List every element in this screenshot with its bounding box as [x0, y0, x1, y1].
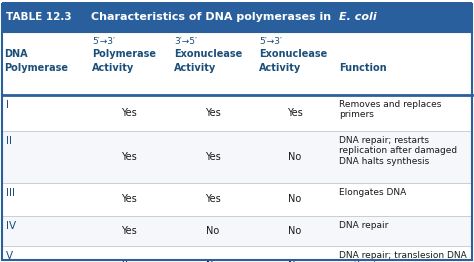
Bar [2, 95, 472, 131]
Text: E. coli: E. coli [339, 12, 377, 22]
Text: I: I [6, 100, 9, 110]
Text: V: V [6, 251, 13, 261]
Text: Elongates DNA: Elongates DNA [339, 188, 406, 197]
Text: Activity: Activity [174, 63, 216, 73]
Text: Yes: Yes [121, 152, 137, 162]
Text: 3′→5′: 3′→5′ [174, 36, 197, 46]
Bar [2, 183, 472, 216]
Text: Polymerase: Polymerase [92, 49, 156, 59]
Bar [2, 131, 472, 183]
Text: DNA repair; translesion DNA
synthesis: DNA repair; translesion DNA synthesis [339, 251, 467, 262]
Text: Characteristics of DNA polymerases in: Characteristics of DNA polymerases in [91, 12, 335, 22]
Text: No: No [288, 260, 301, 262]
Bar [2, 246, 472, 262]
Text: TABLE 12.3: TABLE 12.3 [6, 12, 72, 22]
Text: Yes: Yes [205, 108, 220, 118]
Text: DNA: DNA [4, 49, 27, 59]
Text: Yes: Yes [205, 152, 220, 162]
Text: 5′→3′: 5′→3′ [259, 36, 282, 46]
Text: Activity: Activity [92, 63, 134, 73]
Text: Function: Function [339, 63, 387, 73]
Bar [2, 32, 472, 95]
Text: Yes: Yes [205, 194, 220, 205]
Text: IV: IV [6, 221, 16, 231]
Text: Yes: Yes [287, 108, 303, 118]
Text: Activity: Activity [259, 63, 301, 73]
Text: No: No [288, 226, 301, 236]
Bar [2, 2, 87, 32]
Text: No: No [206, 260, 219, 262]
Text: 5′→3′: 5′→3′ [92, 36, 115, 46]
Text: Polymerase: Polymerase [4, 63, 68, 73]
Text: Yes: Yes [121, 194, 137, 205]
Text: Yes: Yes [121, 260, 137, 262]
Text: No: No [288, 194, 301, 205]
Text: Exonuclease: Exonuclease [259, 49, 327, 59]
Text: Removes and replaces
primers: Removes and replaces primers [339, 100, 441, 119]
Text: Yes: Yes [121, 226, 137, 236]
Text: III: III [6, 188, 15, 198]
Text: DNA repair; restarts
replication after damaged
DNA halts synthesis: DNA repair; restarts replication after d… [339, 136, 457, 166]
Bar [2, 216, 472, 246]
Text: Exonuclease: Exonuclease [174, 49, 242, 59]
Bar [2, 2, 472, 32]
Text: No: No [206, 226, 219, 236]
Text: Yes: Yes [121, 108, 137, 118]
Text: II: II [6, 136, 12, 146]
Text: DNA repair: DNA repair [339, 221, 388, 230]
Text: No: No [288, 152, 301, 162]
